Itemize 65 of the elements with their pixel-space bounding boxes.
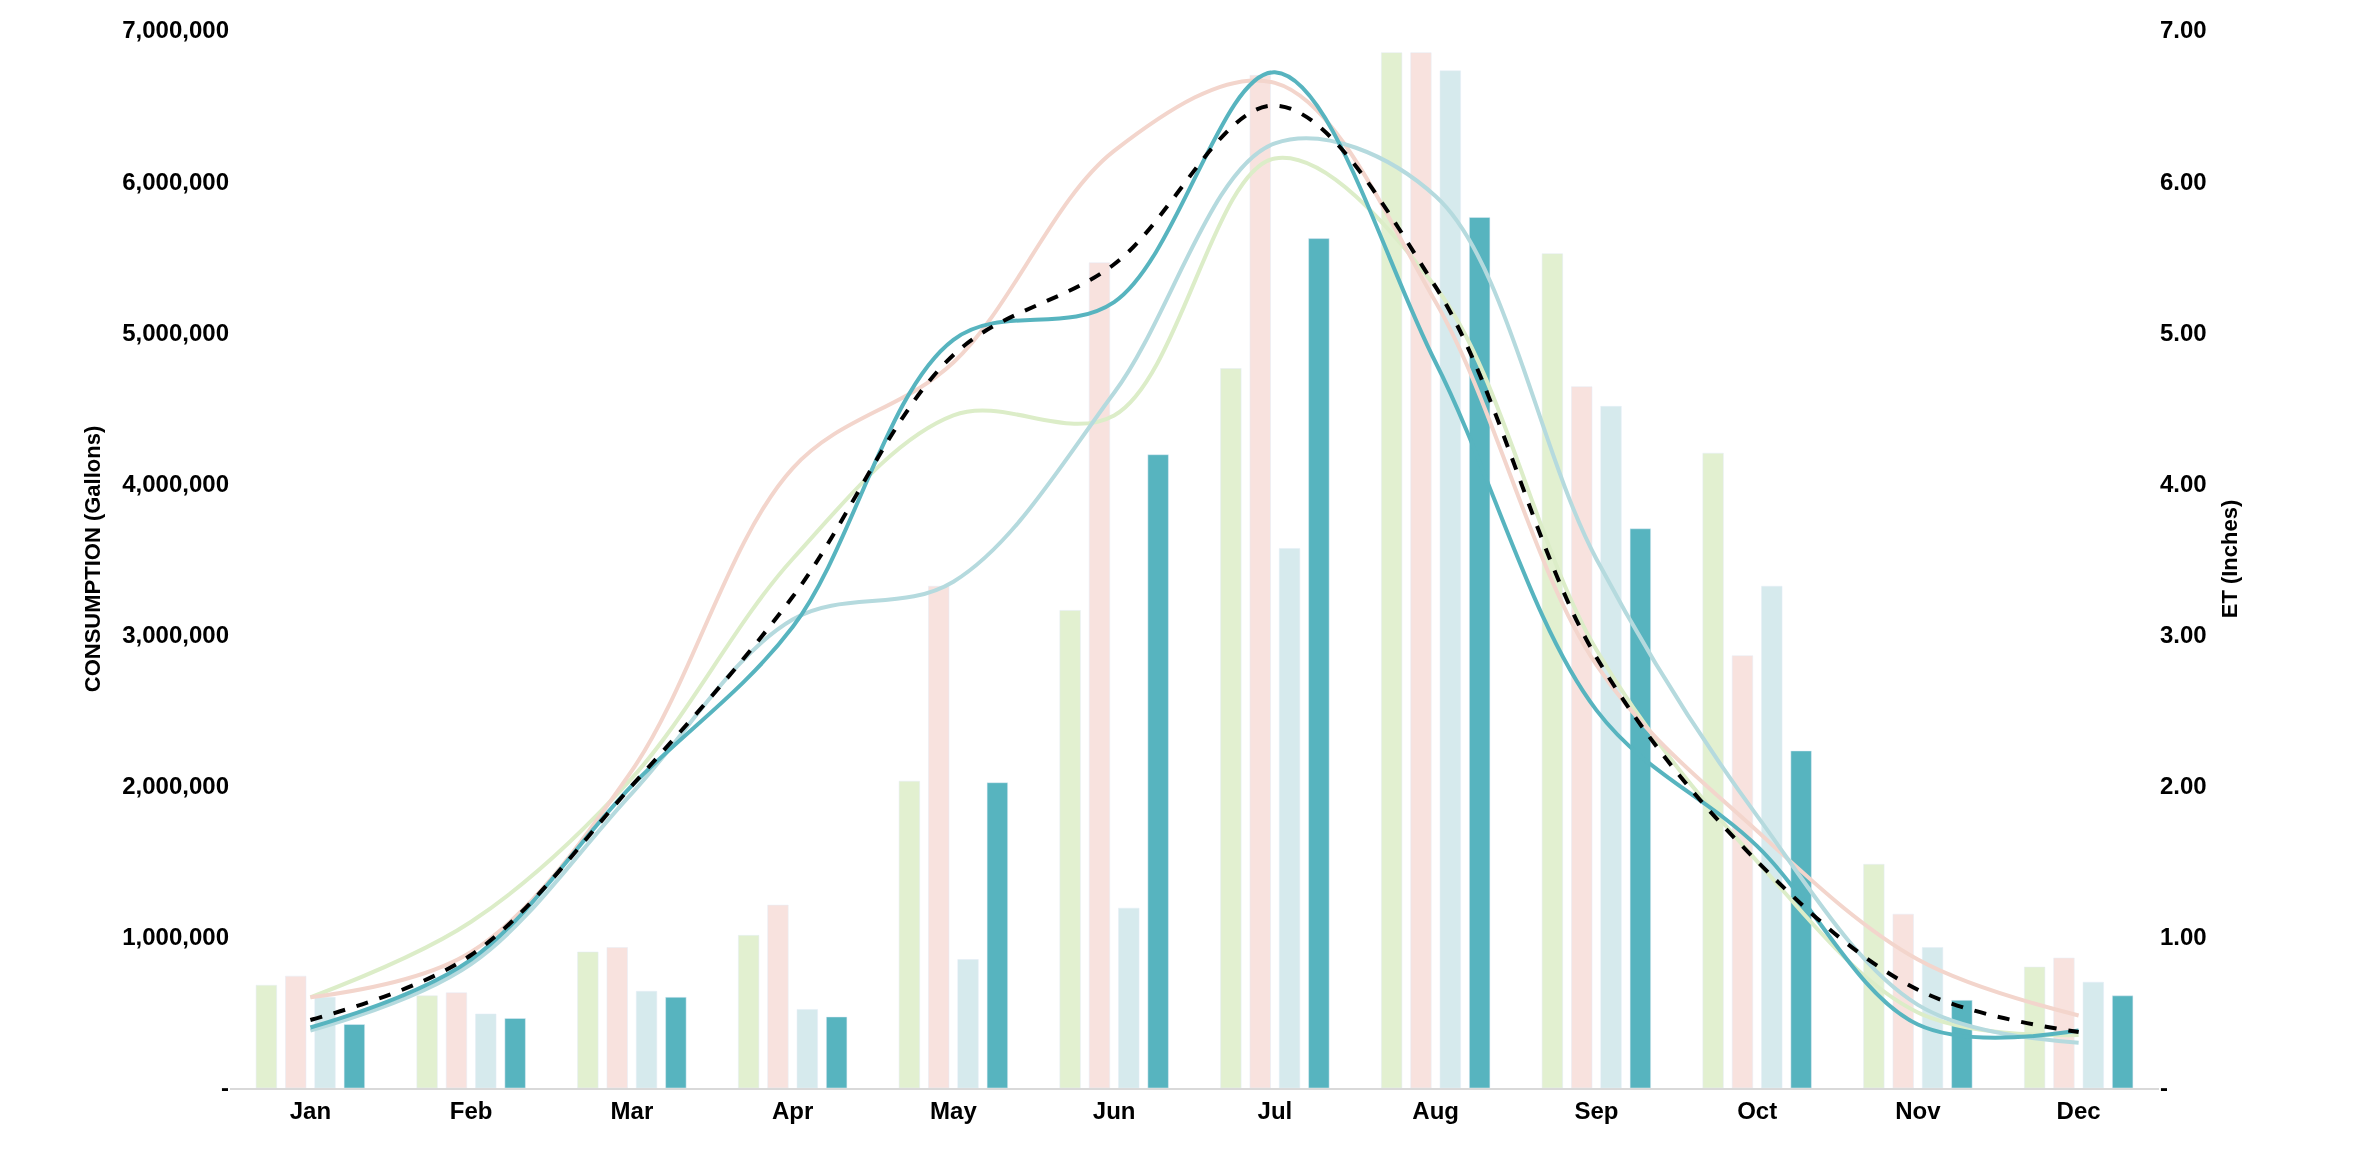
y-tick-label: 6,000,000 xyxy=(122,167,229,195)
y2-tick-label: 4.00 xyxy=(2160,469,2207,497)
y2-tick-label: 2.00 xyxy=(2160,772,2207,800)
bar xyxy=(928,585,950,1088)
bar xyxy=(2082,981,2104,1088)
x-tick-label: Jun xyxy=(1092,1096,1136,1124)
bar xyxy=(1731,655,1753,1088)
y2-tick-label: 5.00 xyxy=(2160,318,2207,346)
bar xyxy=(898,780,920,1088)
y-axis-title: CONSUMPTION (Gallons) xyxy=(80,425,106,693)
x-tick-label: Feb xyxy=(449,1096,493,1124)
bar xyxy=(665,997,687,1088)
y2-tick-label: 7.00 xyxy=(2160,16,2207,44)
bar xyxy=(1439,70,1461,1088)
bar xyxy=(343,1024,365,1088)
y-tick-label: - xyxy=(221,1074,229,1102)
bar xyxy=(475,1013,497,1088)
y2-tick-label: 1.00 xyxy=(2160,923,2207,951)
bar xyxy=(957,959,979,1088)
x-tick-label: Sep xyxy=(1574,1096,1619,1124)
bar xyxy=(255,984,277,1088)
bar xyxy=(577,951,599,1088)
y-tick-label: 1,000,000 xyxy=(122,923,229,951)
bar xyxy=(416,995,438,1088)
x-tick-label: Jul xyxy=(1257,1096,1293,1124)
bar xyxy=(1410,52,1432,1088)
bar xyxy=(986,782,1008,1088)
x-tick-label: May xyxy=(930,1096,978,1124)
bar xyxy=(1249,75,1271,1088)
bar xyxy=(2112,995,2134,1088)
x-tick-label: Jan xyxy=(289,1096,332,1124)
bar xyxy=(738,935,760,1088)
x-tick-label: Apr xyxy=(771,1096,814,1124)
bar xyxy=(636,991,658,1088)
y2-tick-label: - xyxy=(2160,1074,2168,1102)
bar xyxy=(1118,907,1140,1088)
bar xyxy=(1088,262,1110,1088)
x-tick-label: Mar xyxy=(610,1096,654,1124)
y2-axis-title: ET (Inches) xyxy=(2216,499,2242,619)
x-tick-label: Aug xyxy=(1412,1096,1459,1124)
bar xyxy=(1279,548,1301,1088)
y-tick-label: 5,000,000 xyxy=(122,318,229,346)
bar xyxy=(767,904,789,1088)
x-tick-label: Dec xyxy=(2056,1096,2101,1124)
y2-tick-label: 6.00 xyxy=(2160,167,2207,195)
y-tick-label: 7,000,000 xyxy=(122,16,229,44)
bar xyxy=(796,1009,818,1088)
y2-tick-label: 3.00 xyxy=(2160,620,2207,648)
bar xyxy=(1220,368,1242,1088)
y-tick-label: 4,000,000 xyxy=(122,469,229,497)
bar xyxy=(504,1018,526,1088)
bar xyxy=(285,975,307,1088)
bar xyxy=(1147,454,1169,1088)
bar xyxy=(1571,386,1593,1088)
x-tick-label: Oct xyxy=(1737,1096,1778,1124)
x-tick-label: Nov xyxy=(1895,1096,1942,1124)
bar xyxy=(1600,406,1622,1088)
bar xyxy=(826,1016,848,1088)
bar xyxy=(1308,238,1330,1088)
bar xyxy=(1761,585,1783,1088)
y-tick-label: 2,000,000 xyxy=(122,772,229,800)
bar xyxy=(606,947,628,1088)
bar xyxy=(1059,610,1081,1088)
bar xyxy=(445,992,467,1088)
y-tick-label: 3,000,000 xyxy=(122,620,229,648)
